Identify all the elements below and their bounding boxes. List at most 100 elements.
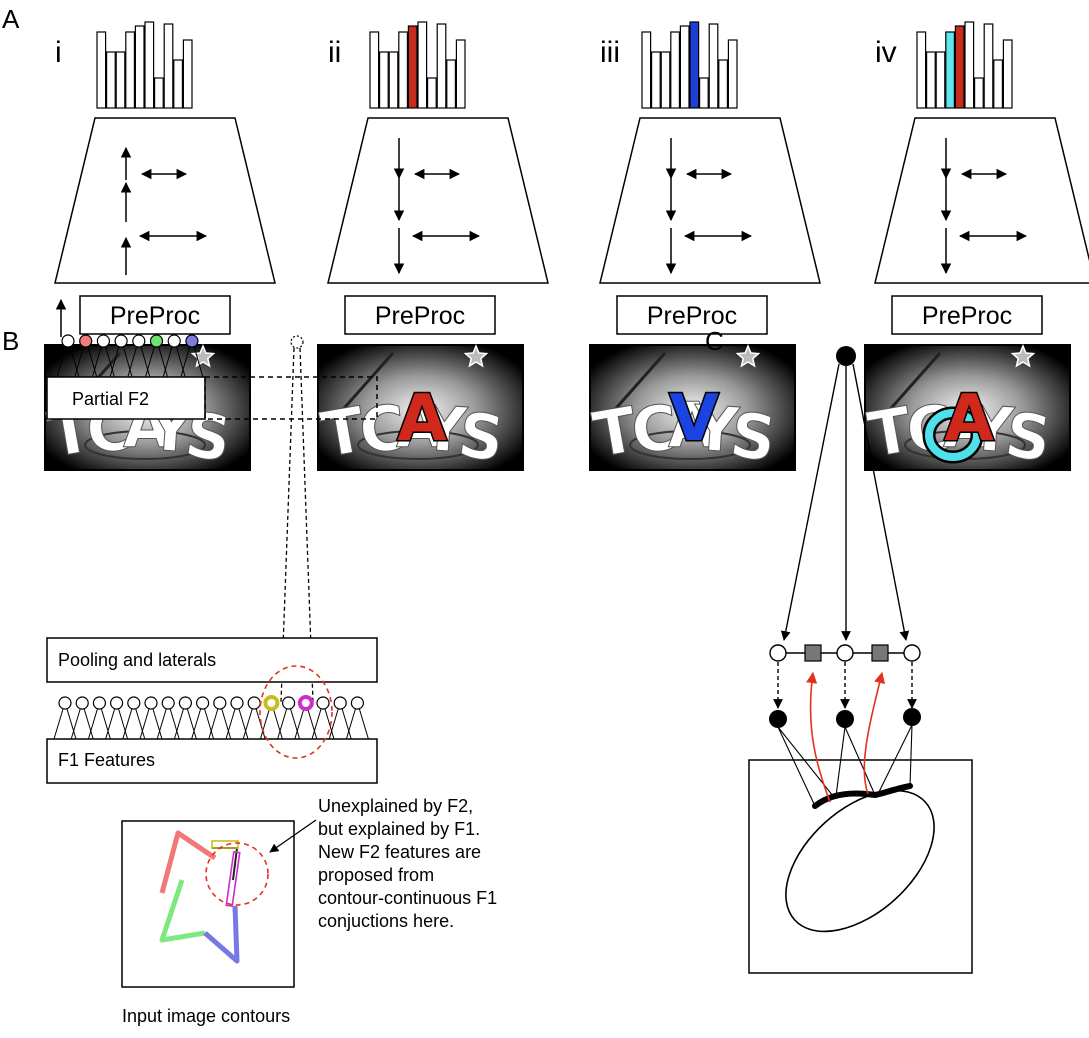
feature-histogram (916, 21, 1013, 109)
annotation-text: Unexplained by F2, but explained by F1. … (318, 796, 502, 931)
f1-link (156, 708, 167, 740)
histogram-bar (727, 39, 738, 109)
histogram-bar (369, 31, 380, 109)
f1-link (324, 708, 335, 740)
annotation-line-3: New F2 features are (318, 842, 481, 862)
f1-link (87, 708, 98, 740)
f1-node (350, 696, 364, 710)
f2-node-layer (56, 334, 204, 378)
f1-link (135, 708, 146, 740)
input-image-box (121, 820, 295, 988)
lateral-factor-left (804, 644, 822, 662)
image-letter-shape: A (396, 389, 444, 462)
f2-node (114, 334, 128, 348)
histogram-bar (379, 51, 389, 109)
f1-label: F1 Features (58, 750, 155, 770)
f2-node (96, 334, 111, 348)
preproc-box (344, 295, 496, 335)
annotation-line-2: but explained by F1. (318, 819, 480, 839)
f1-link (242, 708, 253, 740)
receptive-line (877, 724, 913, 795)
f1-link (290, 708, 301, 740)
image-ellipse (785, 789, 935, 933)
pooling-box (46, 637, 378, 683)
image-letter-shape: Y (418, 391, 470, 467)
annotation-line-1: Unexplained by F2, (318, 796, 473, 816)
background-stroke (336, 352, 395, 416)
panel-c-letter: C (705, 326, 724, 356)
histogram-bar (641, 31, 652, 109)
preproc-box (79, 295, 231, 335)
f1-node (230, 696, 244, 710)
network-hierarchy-trapezoid (54, 117, 276, 284)
feature-histogram (369, 21, 466, 109)
image-letter-shape: S (726, 398, 780, 477)
f1-node (263, 695, 280, 711)
f1-link (277, 708, 288, 740)
lateral-factor-right (871, 644, 889, 662)
f1-link (186, 708, 197, 740)
annotation-line-5: contour-continuous F1 (318, 888, 497, 908)
f2-link (162, 345, 173, 378)
background-stroke (608, 352, 667, 416)
preproc-box (891, 295, 1043, 335)
f1-link (191, 708, 202, 740)
contour-bottom (203, 905, 240, 964)
histogram-bar (718, 59, 728, 109)
f1-node (333, 696, 347, 710)
f1-link (208, 708, 219, 740)
f1-link (53, 708, 64, 740)
f2-link (127, 345, 138, 378)
feature-node-left (769, 710, 787, 728)
annotation-line-6: conjuctions here. (318, 911, 454, 931)
f2-link (145, 345, 155, 378)
parent-link-right (852, 363, 910, 641)
panel-a-letter: A (2, 4, 20, 34)
histogram-bar (144, 21, 155, 109)
f2-node (79, 334, 93, 348)
f1-link (259, 708, 270, 740)
f2-link (122, 345, 133, 378)
f1-link (272, 708, 283, 740)
f1-link (70, 708, 81, 740)
histogram-bar (388, 51, 399, 109)
image-letter-shape: C (628, 391, 681, 468)
f2-link (193, 345, 204, 378)
f2-node (167, 334, 181, 348)
f1-node-layer (53, 695, 369, 740)
receptive-line (909, 724, 913, 787)
histogram-bar (916, 31, 927, 109)
column-roman-label: i (55, 36, 62, 69)
f1-node (127, 696, 141, 710)
f2-link (74, 345, 85, 378)
f1-link (139, 708, 150, 740)
histogram-bar (115, 51, 126, 109)
f2-link (158, 345, 168, 378)
histogram-bar (679, 25, 690, 109)
overlay-letter-shape: A (397, 382, 447, 456)
top-parent-node (836, 346, 856, 366)
panel-c: C (705, 326, 973, 974)
f1-link (118, 708, 129, 740)
f1-box (46, 738, 378, 784)
f2-link (87, 345, 98, 378)
histogram-bar (154, 77, 164, 109)
overlay-letter-shape: V (669, 382, 719, 456)
f2-node (185, 334, 199, 348)
histogram-bar (173, 59, 184, 109)
preproc-label: PreProc (922, 302, 1012, 330)
histogram-bar (455, 39, 466, 109)
histogram-bar (417, 21, 428, 109)
pooling-label: Pooling and laterals (58, 650, 216, 670)
f1-node (58, 696, 72, 710)
histogram-bar (436, 23, 447, 109)
histogram-bar (689, 21, 700, 109)
f2-link (56, 345, 67, 378)
f1-node (213, 696, 227, 710)
f1-node (247, 696, 261, 710)
parent-link-left (780, 363, 840, 641)
histogram-bar (105, 51, 116, 109)
